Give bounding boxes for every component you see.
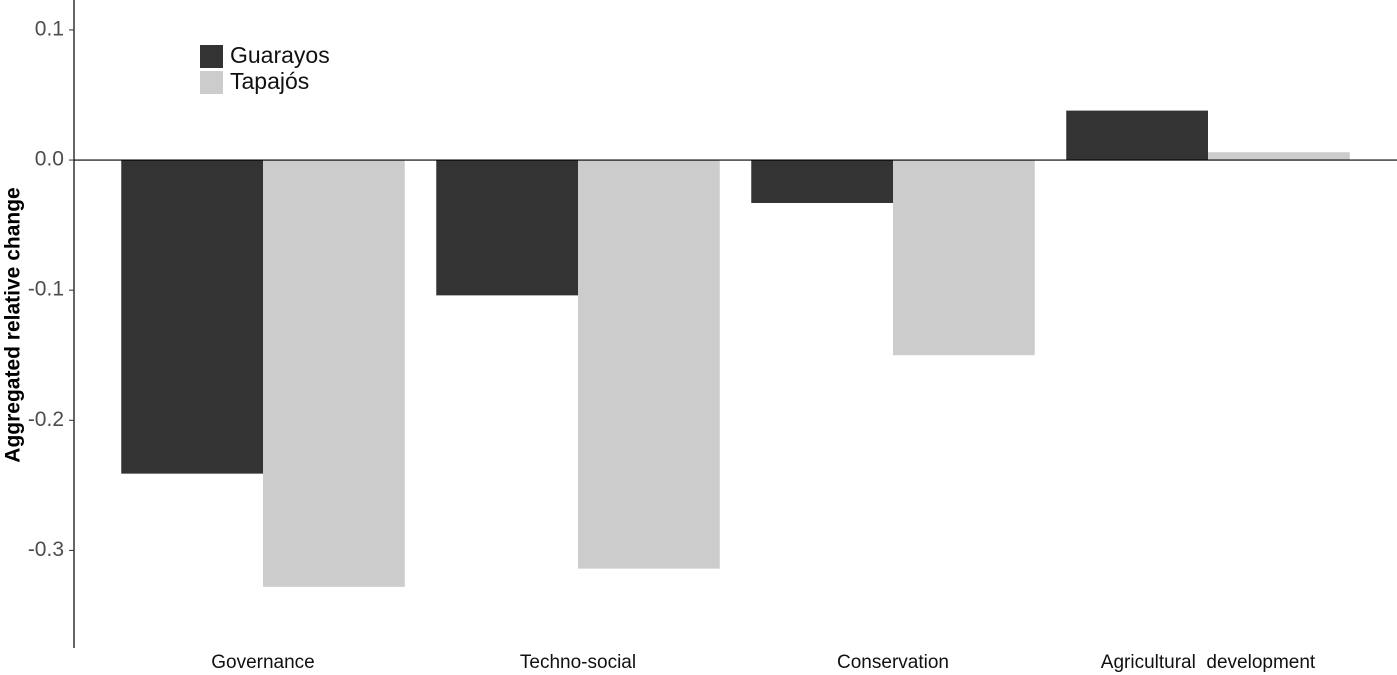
bar (1208, 152, 1350, 161)
bar (1066, 110, 1208, 161)
x-tick-label: Governance (211, 652, 315, 673)
bar (578, 160, 720, 569)
y-tick-label: -0.3 (28, 538, 64, 561)
y-tick-label: -0.1 (28, 278, 64, 301)
x-tick-label: Techno-social (520, 652, 636, 673)
bar (121, 160, 263, 474)
bar (263, 160, 405, 587)
bar (893, 160, 1035, 356)
bar (751, 160, 893, 203)
legend-label: Tapajós (230, 68, 309, 94)
y-axis-label: Aggregated relative change (2, 187, 25, 462)
bar (436, 160, 578, 296)
legend-swatch (200, 71, 223, 94)
x-tick-label: Agricultural development (1101, 652, 1316, 673)
legend-label: Guarayos (230, 42, 330, 68)
y-tick-label: -0.2 (28, 408, 64, 431)
legend-swatch (200, 45, 223, 68)
y-tick-label: 0.1 (35, 17, 64, 40)
x-tick-label: Conservation (837, 652, 949, 673)
y-tick-label: 0.0 (35, 148, 64, 171)
